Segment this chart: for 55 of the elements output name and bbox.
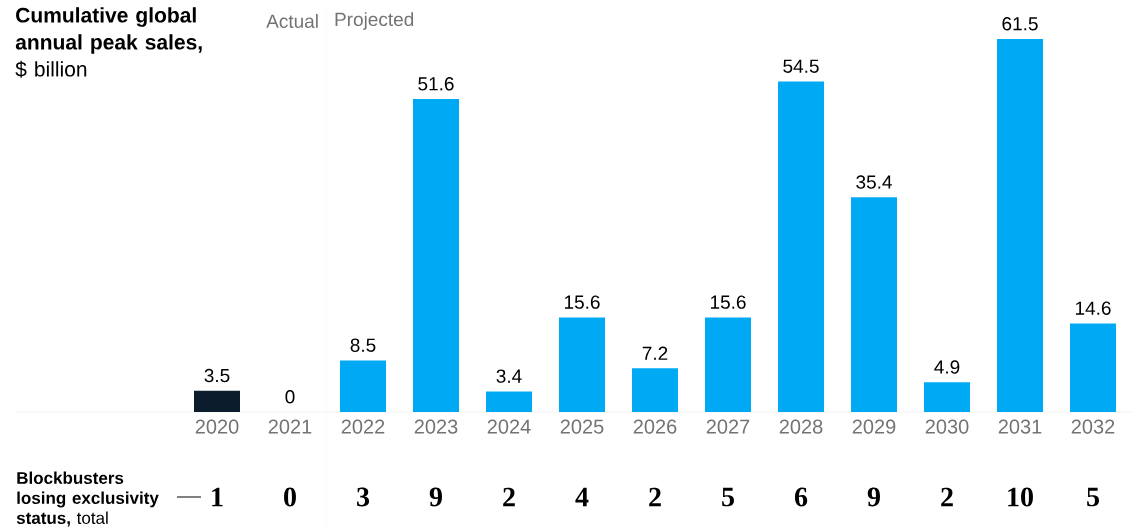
text: 1 (212, 487, 223, 507)
bar (851, 197, 898, 412)
x-tick-label: 2021 (268, 419, 312, 434)
data-label: 61.5 (1002, 17, 1038, 31)
data-label: 15.6 (564, 295, 600, 309)
x-tick-label: 2029 (852, 419, 896, 434)
text: 4 (575, 487, 589, 507)
bar (413, 99, 460, 412)
text: 2 (941, 487, 953, 507)
x-tick-label: 2026 (633, 419, 677, 434)
bar (924, 382, 971, 412)
text: 5 (722, 487, 734, 507)
text: 3 (357, 487, 370, 507)
x-tick-label: 2023 (414, 419, 458, 434)
data-label: 15.6 (710, 295, 746, 309)
bar (778, 81, 825, 412)
text: Blockbusters losing exclusivity status, total (16, 471, 159, 527)
chart-title: Cumulative global annual peak sales, $ billion (15, 7, 202, 78)
x-tick-label: 2028 (779, 419, 823, 434)
data-label: 7.2 (642, 346, 668, 360)
bar (1070, 323, 1117, 412)
data-label: 54.5 (783, 59, 819, 73)
bar (340, 360, 386, 412)
data-label: 3.4 (496, 369, 522, 383)
data-label: 35.4 (856, 175, 892, 189)
text: 9 (867, 487, 880, 507)
text: Projected (335, 12, 414, 30)
x-tick-label: 2025 (560, 419, 604, 434)
text: 10 (1008, 487, 1033, 507)
data-label: 51.6 (418, 77, 454, 91)
x-tick-label: 2020 (195, 419, 239, 434)
data-label: 0 (285, 390, 295, 404)
data-label: 8.5 (350, 338, 376, 352)
x-tick-label: 2031 (998, 419, 1042, 434)
bar (486, 391, 533, 412)
bar (559, 317, 605, 412)
x-tick-label: 2027 (706, 419, 750, 434)
x-tick-label: 2024 (487, 419, 531, 434)
bar (194, 390, 240, 412)
bar (705, 317, 752, 412)
text: 9 (429, 487, 442, 507)
x-tick-label: 2032 (1071, 419, 1115, 434)
text: 2 (649, 487, 661, 507)
bar (997, 39, 1044, 412)
text: 0 (284, 487, 296, 507)
text: 5 (1087, 487, 1099, 507)
data-label: 4.9 (934, 360, 960, 374)
data-label: 3.5 (204, 368, 230, 383)
text: 6 (794, 487, 808, 507)
x-tick-label: 2022 (341, 419, 385, 434)
data-label: 14.6 (1075, 301, 1111, 315)
text: Actual (266, 14, 318, 28)
text: 2 (503, 487, 515, 507)
x-tick-label: 2030 (925, 419, 969, 434)
bar (632, 368, 679, 412)
